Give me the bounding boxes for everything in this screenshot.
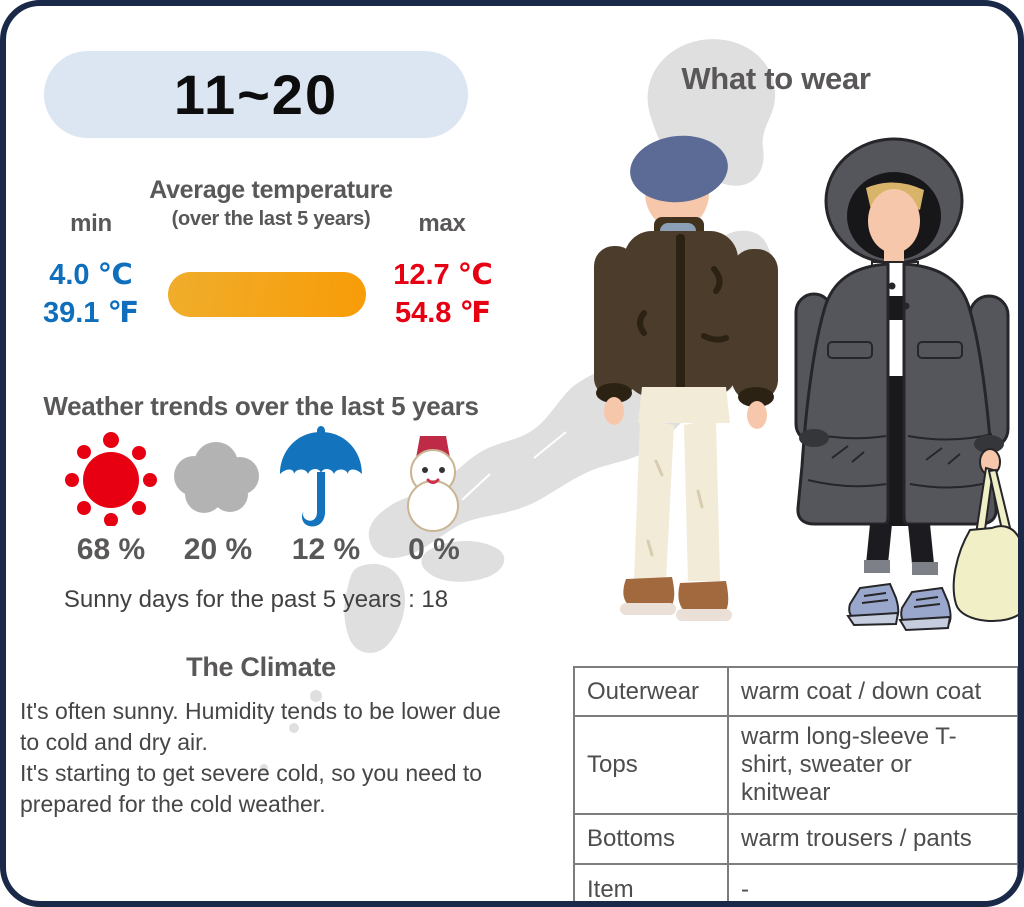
date-range-text: 11~20 — [173, 63, 339, 126]
table-row-bottoms: Bottoms warm trousers / pants — [573, 813, 1018, 865]
tops-label: Tops — [573, 715, 729, 815]
min-fahrenheit: 39.1 ℉ — [42, 297, 139, 329]
table-row-outerwear: Outerwear warm coat / down coat — [573, 666, 1018, 717]
min-label: min — [70, 210, 112, 237]
sun-icon — [65, 432, 157, 526]
min-celsius: 4.0 ℃ — [49, 259, 133, 291]
rainy-percent: 12 % — [291, 533, 361, 566]
max-temperature-values: 12.7 ℃ 54.8 ℉ — [368, 256, 518, 332]
date-range-pill: 11~20 — [44, 51, 468, 138]
climate-description: It's often sunny. Humidity tends to be l… — [20, 698, 501, 817]
weather-trends-title: Weather trends over the last 5 years — [43, 391, 479, 421]
cloudy-percent: 20 % — [183, 533, 253, 566]
what-to-wear-table: Outerwear warm coat / down coat Tops war… — [573, 666, 1018, 901]
avg-temp-subtitle: (over the last 5 years) — [171, 208, 371, 230]
cloud-icon — [174, 442, 259, 513]
person-coat-illustration — [794, 137, 1018, 632]
max-celsius: 12.7 ℃ — [393, 259, 493, 291]
tops-value: warm long-sleeve T-shirt, sweater or kni… — [727, 715, 1018, 815]
max-fahrenheit: 54.8 ℉ — [394, 297, 491, 329]
bottoms-label: Bottoms — [573, 813, 729, 865]
umbrella-icon — [280, 426, 362, 527]
climate-title: The Climate — [186, 652, 336, 682]
item-value: - — [727, 863, 1018, 901]
table-row-item: Item - — [573, 863, 1018, 901]
snowy-percent: 0 % — [408, 533, 460, 566]
sunny-days-note: Sunny days for the past 5 years : 18 — [63, 586, 449, 613]
bottoms-value: warm trousers / pants — [727, 813, 1018, 865]
min-temperature-values: 4.0 ℃ 39.1 ℉ — [16, 256, 166, 332]
snowman-icon — [407, 436, 459, 532]
what-to-wear-title: What to wear — [681, 61, 871, 96]
avg-temp-title: Average temperature — [149, 176, 393, 204]
sunny-percent: 68 % — [76, 533, 146, 566]
outerwear-value: warm coat / down coat — [727, 666, 1018, 717]
table-row-tops: Tops warm long-sleeve T-shirt, sweater o… — [573, 715, 1018, 815]
item-label: Item — [573, 863, 729, 901]
person-beanie-illustration — [594, 135, 778, 621]
outerwear-label: Outerwear — [573, 666, 729, 717]
temperature-gradient-bar — [168, 272, 366, 317]
max-label: max — [418, 210, 466, 237]
